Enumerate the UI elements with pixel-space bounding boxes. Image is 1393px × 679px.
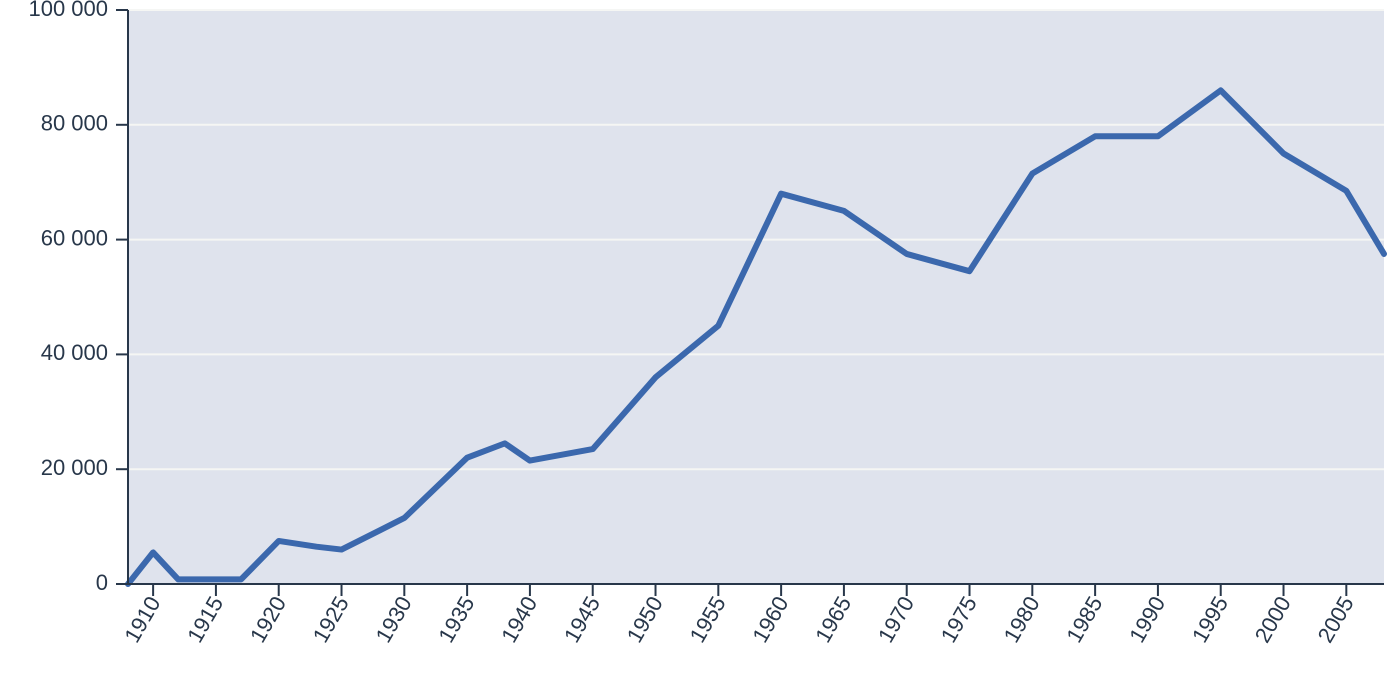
line-chart: 0 20 000 40 000 60 000 80 000 100 000 1910 1915… <box>0 0 1393 679</box>
x-tick-label: 1995 <box>1187 592 1233 647</box>
y-tick-label: 80 000 <box>41 111 108 136</box>
y-tick-label: 100 000 <box>28 0 108 21</box>
x-tick-label: 1930 <box>371 592 417 647</box>
x-tick-label: 1970 <box>873 592 919 647</box>
x-tick-label: 1945 <box>559 592 605 647</box>
y-tick-label: 40 000 <box>41 340 108 365</box>
x-tick-label: 1910 <box>119 592 165 647</box>
x-tick-label: 1915 <box>182 592 228 647</box>
y-tick-label: 60 000 <box>41 225 108 250</box>
x-tick-label: 1950 <box>622 592 668 647</box>
x-tick-label: 2005 <box>1313 592 1359 647</box>
chart-svg: 0 20 000 40 000 60 000 80 000 100 000 1910 1915… <box>0 0 1393 679</box>
x-tick-label: 1985 <box>1061 592 1107 647</box>
x-tick-label: 1940 <box>496 592 542 647</box>
x-tick-label: 1925 <box>308 592 354 647</box>
x-tick-label: 1935 <box>433 592 479 647</box>
x-tick-label: 1920 <box>245 592 291 647</box>
x-tick-label: 1965 <box>810 592 856 647</box>
x-tick-label: 1960 <box>747 592 793 647</box>
y-tick-label: 0 <box>96 570 108 595</box>
x-tick-label: 1980 <box>999 592 1045 647</box>
x-tick-label: 2000 <box>1250 592 1296 647</box>
x-tick-label: 1975 <box>936 592 982 647</box>
x-tick-label: 1955 <box>685 592 731 647</box>
x-tick-label: 1990 <box>1124 592 1170 647</box>
y-tick-label: 20 000 <box>41 455 108 480</box>
